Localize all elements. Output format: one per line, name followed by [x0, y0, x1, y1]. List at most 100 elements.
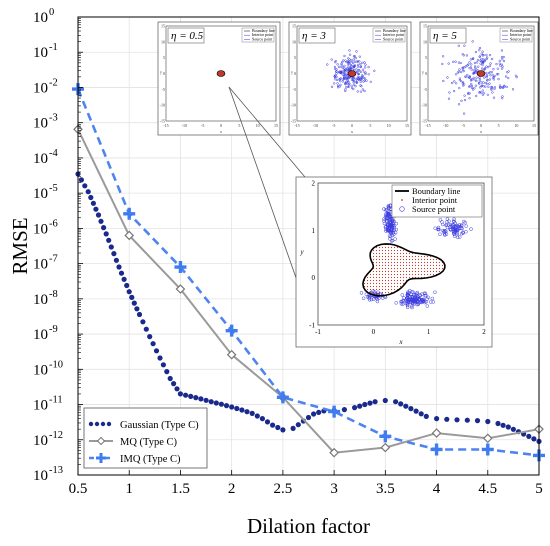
- source-point: [479, 86, 482, 89]
- eta-label-box: [298, 27, 336, 44]
- source-point: [354, 56, 357, 60]
- source-point: [471, 88, 475, 91]
- source-point: [352, 64, 355, 67]
- source-point: [355, 81, 358, 84]
- source-point: [474, 50, 478, 54]
- gaussian-series-dot: [113, 257, 119, 263]
- zoom-source-point: [445, 217, 450, 221]
- zoom-source-point: [359, 291, 364, 295]
- mq-series-line: [77, 128, 540, 454]
- legend-swatch-gaussian: [106, 421, 112, 427]
- source-point: [356, 60, 360, 63]
- gaussian-series-dot: [78, 177, 84, 183]
- source-point: [359, 90, 363, 93]
- mini-y-tick: 15: [423, 24, 427, 29]
- mini-x-tick: -10: [182, 123, 187, 128]
- y-tick-base: 10: [33, 116, 48, 132]
- zoom-legend-swatch: [399, 206, 405, 212]
- mini-y-tick: -10: [291, 103, 296, 108]
- gaussian-series-dot: [403, 403, 409, 409]
- gaussian-series-dot: [444, 416, 450, 422]
- source-point: [352, 58, 355, 61]
- zoom-source-point: [461, 231, 465, 235]
- imq-series-line: [76, 88, 540, 457]
- mini-y-tick: 0: [294, 71, 296, 76]
- source-point: [480, 84, 483, 88]
- source-point: [467, 92, 470, 95]
- y-tick-exponent: 0: [49, 7, 54, 18]
- source-point: [353, 55, 357, 58]
- zoom-source-point: [448, 227, 452, 231]
- source-point: [462, 66, 465, 69]
- y-tick-exponent: -4: [49, 148, 58, 159]
- y-tick-base: 10: [33, 45, 48, 61]
- source-point: [454, 60, 457, 63]
- zoom-y-tick: 2: [312, 180, 316, 188]
- source-point: [452, 60, 455, 63]
- imq-point-marker: [276, 391, 289, 404]
- source-point: [498, 62, 501, 65]
- source-point: [345, 81, 348, 84]
- imq-point-marker: [225, 324, 238, 337]
- y-axis-title: RMSE: [8, 217, 32, 274]
- source-point: [498, 59, 501, 63]
- mini-y-tick: -10: [422, 103, 427, 108]
- zoom-source-point: [441, 228, 445, 233]
- source-point: [462, 54, 465, 57]
- source-point: [485, 74, 488, 77]
- source-point: [486, 93, 489, 96]
- source-point: [474, 78, 477, 82]
- zoom-source-point: [406, 290, 410, 294]
- zoom-source-point: [455, 224, 460, 228]
- zoom-source-point: [405, 301, 409, 305]
- gaussian-series-dot: [136, 311, 143, 318]
- zoom-source-point: [425, 304, 430, 308]
- source-point: [480, 84, 484, 87]
- source-point: [468, 75, 471, 78]
- gaussian-series-dot: [500, 422, 506, 428]
- source-point: [355, 81, 359, 84]
- source-point: [492, 68, 495, 71]
- eta-label: η = 0.5: [171, 30, 204, 42]
- zoom-source-point: [424, 293, 428, 298]
- gaussian-series-dot: [249, 410, 255, 416]
- gaussian-series-dot: [264, 419, 271, 425]
- zoom-source-point: [407, 297, 411, 302]
- source-point: [348, 82, 351, 86]
- source-point: [470, 82, 473, 86]
- gaussian-series-dot: [352, 405, 358, 411]
- gaussian-series-dot: [140, 319, 146, 325]
- source-point: [361, 88, 365, 91]
- source-point: [338, 78, 341, 81]
- source-point: [348, 62, 351, 65]
- zoom-source-point: [394, 301, 398, 305]
- zoom-source-point: [463, 220, 467, 225]
- source-point: [470, 84, 474, 88]
- zoom-source-point: [385, 208, 389, 212]
- source-point: [497, 77, 500, 81]
- source-point: [342, 77, 346, 81]
- gaussian-series-dot: [280, 427, 286, 433]
- zoom-source-point: [400, 302, 405, 306]
- source-point: [496, 67, 499, 70]
- source-point: [492, 96, 496, 99]
- source-point: [501, 86, 505, 90]
- source-point: [340, 71, 343, 75]
- gaussian-series-dot: [150, 341, 156, 347]
- source-point: [356, 65, 360, 68]
- x-axis-title: Dilation factor: [247, 514, 370, 538]
- imq-point-marker: [481, 443, 494, 456]
- mini-legend-label: Source point: [383, 36, 404, 41]
- zoom-source-point: [464, 224, 468, 228]
- gaussian-series-dot: [295, 422, 301, 428]
- y-tick-label: 10: [33, 398, 48, 414]
- source-point: [487, 71, 491, 75]
- source-point: [458, 86, 461, 90]
- zoom-source-point: [411, 299, 415, 303]
- source-point: [350, 59, 353, 62]
- gaussian-series-dot: [408, 406, 414, 412]
- source-point: [369, 80, 372, 83]
- x-tick-label: 1: [125, 481, 133, 497]
- zoom-source-point: [390, 238, 395, 243]
- source-point: [342, 71, 346, 74]
